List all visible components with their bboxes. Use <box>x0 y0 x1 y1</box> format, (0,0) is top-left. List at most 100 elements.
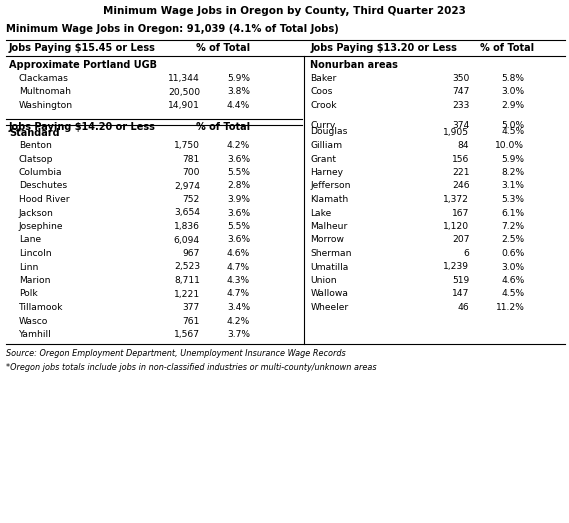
Text: 5.0%: 5.0% <box>501 121 525 131</box>
Text: Clackamas: Clackamas <box>19 74 69 83</box>
Text: 20,500: 20,500 <box>168 87 200 97</box>
Text: Standard: Standard <box>9 128 60 138</box>
Text: 374: 374 <box>452 121 469 131</box>
Text: Union: Union <box>311 276 337 285</box>
Text: 761: 761 <box>183 316 200 325</box>
Text: 4.5%: 4.5% <box>501 128 525 137</box>
Text: Douglas: Douglas <box>311 128 348 137</box>
Text: 1,221: 1,221 <box>174 290 200 299</box>
Text: 4.3%: 4.3% <box>227 276 250 285</box>
Text: 752: 752 <box>183 195 200 204</box>
Text: 747: 747 <box>452 87 469 97</box>
Text: Grant: Grant <box>311 154 336 164</box>
Text: 221: 221 <box>452 168 469 177</box>
Text: 1,239: 1,239 <box>443 263 469 271</box>
Text: 2,974: 2,974 <box>174 181 200 190</box>
Text: Lake: Lake <box>311 209 332 218</box>
Text: 4.7%: 4.7% <box>227 263 250 271</box>
Text: 11,344: 11,344 <box>168 74 200 83</box>
Text: 1,905: 1,905 <box>443 128 469 137</box>
Text: 233: 233 <box>452 101 469 110</box>
Text: Minimum Wage Jobs in Oregon by County, Third Quarter 2023: Minimum Wage Jobs in Oregon by County, T… <box>103 6 466 16</box>
Text: 5.5%: 5.5% <box>227 222 250 231</box>
Text: 0.6%: 0.6% <box>501 249 525 258</box>
Text: Jobs Paying $13.20 or Less: Jobs Paying $13.20 or Less <box>311 43 457 53</box>
Text: 4.7%: 4.7% <box>227 290 250 299</box>
Text: Clatsop: Clatsop <box>19 154 53 164</box>
Text: 700: 700 <box>183 168 200 177</box>
Text: Gilliam: Gilliam <box>311 141 343 150</box>
Text: 4.2%: 4.2% <box>227 316 250 325</box>
Text: 2,523: 2,523 <box>174 263 200 271</box>
Text: Benton: Benton <box>19 141 52 150</box>
Text: 167: 167 <box>452 209 469 218</box>
Text: Hood River: Hood River <box>19 195 69 204</box>
Text: Tillamook: Tillamook <box>19 303 64 312</box>
Text: 14,901: 14,901 <box>168 101 200 110</box>
Text: 4.6%: 4.6% <box>227 249 250 258</box>
Text: 3.4%: 3.4% <box>227 303 250 312</box>
Text: Umatilla: Umatilla <box>311 263 349 271</box>
Text: 377: 377 <box>183 303 200 312</box>
Text: 4.4%: 4.4% <box>227 101 250 110</box>
Text: 246: 246 <box>452 181 469 190</box>
Text: Klamath: Klamath <box>311 195 349 204</box>
Text: 3.0%: 3.0% <box>501 87 525 97</box>
Text: 519: 519 <box>452 276 469 285</box>
Text: Jefferson: Jefferson <box>311 181 351 190</box>
Text: Minimum Wage Jobs in Oregon: 91,039 (4.1% of Total Jobs): Minimum Wage Jobs in Oregon: 91,039 (4.1… <box>6 24 339 34</box>
Text: % of Total: % of Total <box>480 43 534 53</box>
Text: 207: 207 <box>452 235 469 244</box>
Text: 781: 781 <box>183 154 200 164</box>
Text: 46: 46 <box>457 303 469 312</box>
Text: Yamhill: Yamhill <box>19 330 52 339</box>
Text: 7.2%: 7.2% <box>501 222 525 231</box>
Text: 11.2%: 11.2% <box>496 303 525 312</box>
Text: % of Total: % of Total <box>196 121 250 131</box>
Text: 4.2%: 4.2% <box>227 141 250 150</box>
Text: Sherman: Sherman <box>311 249 352 258</box>
Text: 350: 350 <box>452 74 469 83</box>
Text: 5.3%: 5.3% <box>501 195 525 204</box>
Text: Approximate Portland UGB: Approximate Portland UGB <box>9 60 157 70</box>
Text: 6,094: 6,094 <box>174 235 200 244</box>
Text: Jackson: Jackson <box>19 209 54 218</box>
Text: 1,750: 1,750 <box>174 141 200 150</box>
Text: Curry: Curry <box>311 121 336 131</box>
Text: 3.6%: 3.6% <box>227 209 250 218</box>
Text: 4.6%: 4.6% <box>501 276 525 285</box>
Text: Coos: Coos <box>311 87 333 97</box>
Text: Harney: Harney <box>311 168 344 177</box>
Text: Wasco: Wasco <box>19 316 48 325</box>
Text: 8.2%: 8.2% <box>501 168 525 177</box>
Text: 6: 6 <box>464 249 469 258</box>
Text: Wheeler: Wheeler <box>311 303 349 312</box>
Text: Crook: Crook <box>311 101 337 110</box>
Text: 3.7%: 3.7% <box>227 330 250 339</box>
Text: 3,654: 3,654 <box>174 209 200 218</box>
Text: 5.9%: 5.9% <box>501 154 525 164</box>
Text: Nonurban areas: Nonurban areas <box>311 60 398 70</box>
Text: 3.8%: 3.8% <box>227 87 250 97</box>
Text: 3.6%: 3.6% <box>227 235 250 244</box>
Text: 2.9%: 2.9% <box>501 101 525 110</box>
Text: 3.6%: 3.6% <box>227 154 250 164</box>
Text: 5.5%: 5.5% <box>227 168 250 177</box>
Text: Source: Oregon Employment Department, Unemployment Insurance Wage Records: Source: Oregon Employment Department, Un… <box>6 349 346 358</box>
Text: 3.0%: 3.0% <box>501 263 525 271</box>
Text: Baker: Baker <box>311 74 337 83</box>
Text: 147: 147 <box>452 290 469 299</box>
Text: 10.0%: 10.0% <box>496 141 525 150</box>
Text: Polk: Polk <box>19 290 38 299</box>
Text: 5.9%: 5.9% <box>227 74 250 83</box>
Text: Jobs Paying $15.45 or Less: Jobs Paying $15.45 or Less <box>9 43 156 53</box>
Text: Marion: Marion <box>19 276 51 285</box>
Text: Linn: Linn <box>19 263 38 271</box>
Text: Wallowa: Wallowa <box>311 290 348 299</box>
Text: Morrow: Morrow <box>311 235 344 244</box>
Text: 1,372: 1,372 <box>443 195 469 204</box>
Text: Columbia: Columbia <box>19 168 63 177</box>
Text: Lane: Lane <box>19 235 41 244</box>
Text: 6.1%: 6.1% <box>501 209 525 218</box>
Text: 2.5%: 2.5% <box>501 235 525 244</box>
